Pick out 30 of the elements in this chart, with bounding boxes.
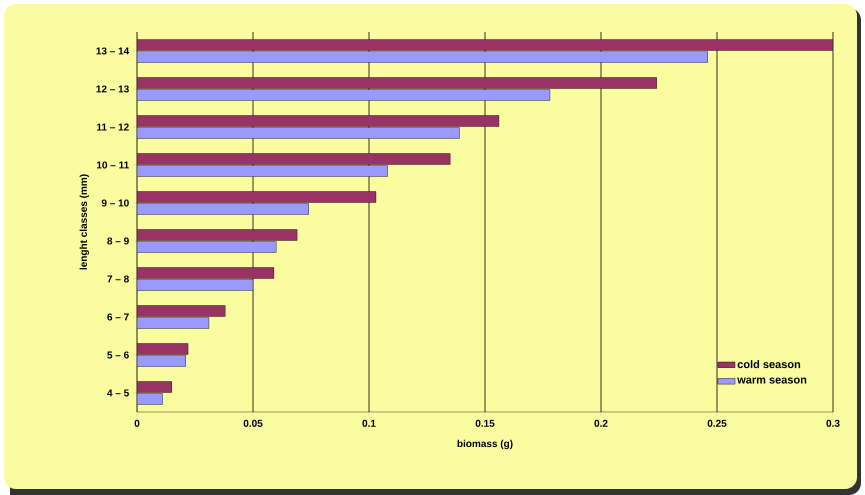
y-tick-label: 13 – 14 <box>96 47 130 55</box>
bar <box>137 203 309 215</box>
bar <box>137 355 186 367</box>
y-tick-label: 10 – 11 <box>97 161 129 169</box>
y-tick-label: 12 – 13 <box>96 85 129 93</box>
bar <box>137 279 254 291</box>
legend-label: cold season <box>738 360 800 368</box>
x-tick-label: 0.05 <box>244 420 262 427</box>
x-axis-title: biomass (g) <box>458 440 513 450</box>
x-tick-label: 0.25 <box>708 420 726 427</box>
y-tick-label: 5 – 6 <box>107 351 129 359</box>
y-tick-label: 6 – 7 <box>107 313 129 321</box>
bar <box>137 127 460 139</box>
y-tick-label: 7 – 8 <box>107 275 129 283</box>
x-tick-label: 0.15 <box>476 420 494 427</box>
x-tick-label: 0 <box>134 420 140 427</box>
y-tick-label: 11 – 12 <box>97 124 129 130</box>
legend-label: warm season <box>737 378 806 384</box>
y-axis-title: lenght classes (mm) <box>80 174 89 270</box>
bar <box>137 317 210 329</box>
bar <box>137 51 708 63</box>
bar <box>137 241 276 253</box>
x-tick-label: 0.2 <box>594 420 608 427</box>
bar <box>137 89 550 101</box>
y-tick-label: 9 – 10 <box>102 199 129 207</box>
y-tick-label: 4 – 5 <box>107 389 129 396</box>
y-tick-label: 8 – 9 <box>107 237 129 245</box>
x-tick-label: 0.1 <box>362 420 376 427</box>
bar <box>137 165 388 177</box>
x-tick-label: 0.3 <box>826 420 840 427</box>
